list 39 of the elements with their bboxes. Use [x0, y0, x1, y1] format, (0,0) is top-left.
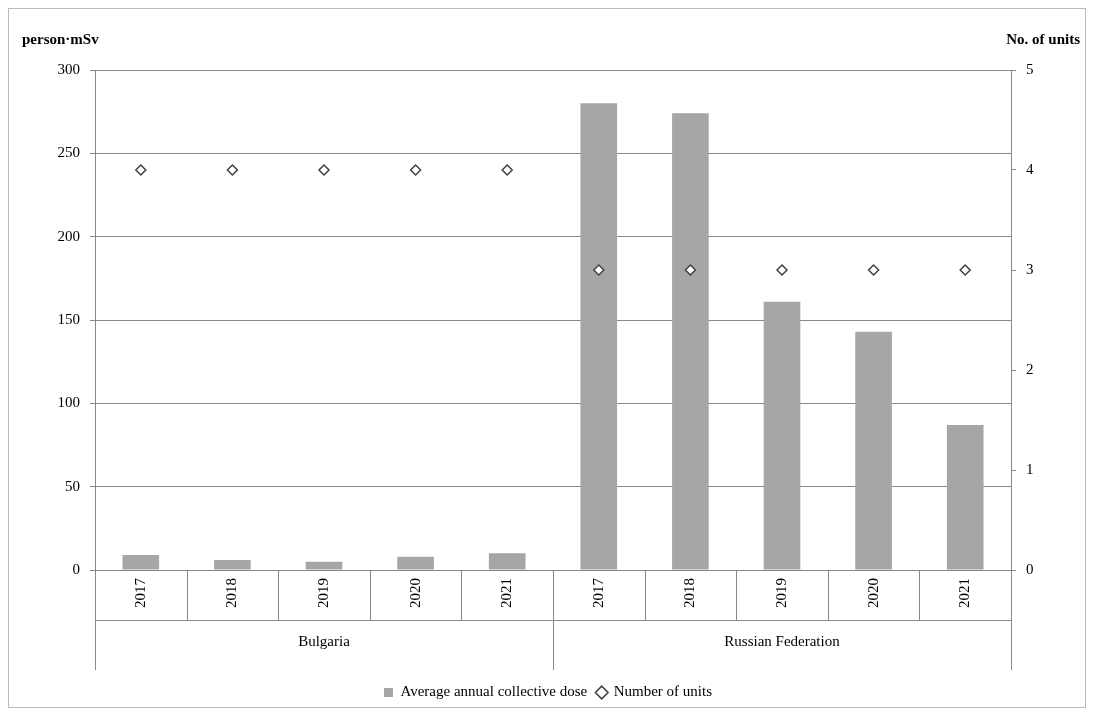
x-tick-label: 2018: [681, 578, 698, 608]
bar: [672, 113, 709, 570]
y-tick-label: 150: [57, 310, 80, 327]
x-tick-label: 2021: [498, 578, 515, 608]
y2-tick-label: 3: [1026, 260, 1034, 277]
legend-label: Number of units: [613, 683, 713, 700]
x-tick-label: 2019: [772, 578, 789, 608]
bar: [214, 560, 251, 570]
y2-tick-label: 1: [1026, 460, 1034, 477]
bar: [580, 103, 618, 570]
x-tick-label: 2017: [589, 577, 606, 608]
x-tick-label: 2019: [314, 578, 331, 608]
y-tick-label: 100: [57, 394, 80, 411]
y-tick-label: 0: [72, 560, 80, 577]
y-axis-title: person·mSv: [22, 31, 100, 48]
legend-label: Average annual collective dose: [400, 683, 588, 700]
y2-tick-label: 2: [1026, 360, 1034, 377]
y-tick-label: 300: [57, 60, 80, 77]
bar: [946, 425, 984, 570]
bar: [397, 556, 434, 570]
y-tick-label: 250: [57, 144, 80, 161]
x-tick-label: 2021: [956, 578, 973, 608]
y2-tick-label: 5: [1026, 60, 1034, 77]
bar: [488, 553, 526, 570]
text: Russian Federation: [724, 632, 841, 649]
bar: [305, 561, 343, 570]
bar: [855, 331, 892, 570]
bar: [122, 555, 160, 570]
bar: [763, 301, 801, 570]
x-tick-label: 2020: [406, 578, 423, 608]
y2-tick-label: 0: [1026, 560, 1034, 577]
text: Bulgaria: [298, 632, 351, 649]
y2-tick-label: 4: [1026, 160, 1034, 177]
x-tick-label: 2017: [131, 577, 148, 608]
y2-axis-title: No. of units: [1006, 31, 1081, 48]
y-tick-label: 50: [65, 477, 80, 494]
x-tick-label: 2020: [864, 578, 881, 608]
x-tick-label: 2018: [223, 578, 240, 608]
y-tick-label: 200: [57, 227, 80, 244]
